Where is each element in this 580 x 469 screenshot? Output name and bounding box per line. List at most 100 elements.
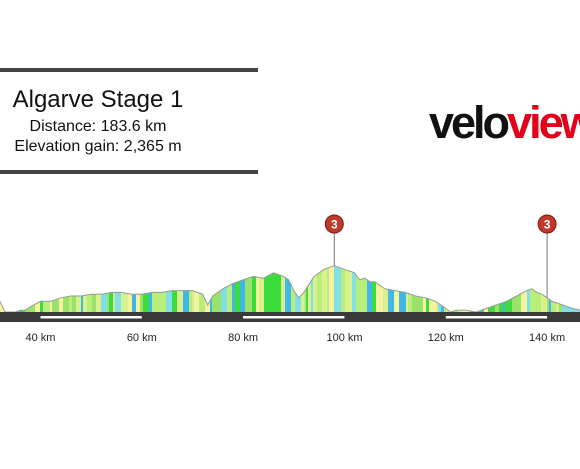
gradient-stripe [541, 265, 547, 312]
gradient-stripe [399, 265, 406, 312]
gradient-stripe [189, 265, 192, 312]
x-tick-label: 120 km [428, 332, 464, 344]
gradient-stripe [264, 265, 270, 312]
gradient-stripe [301, 265, 304, 312]
stage-info-panel: Algarve Stage 1 Distance: 183.6 km Eleva… [0, 68, 258, 174]
gradient-stripe [115, 265, 121, 312]
gradient-stripe [59, 265, 63, 312]
gradient-stripe [482, 265, 484, 312]
gradient-stripe [505, 265, 512, 312]
gradient-stripe [441, 265, 444, 312]
gradient-stripe [81, 265, 83, 312]
gradient-stripe [287, 265, 291, 312]
distance-segment [243, 316, 345, 319]
gradient-stripe [107, 265, 109, 312]
gradient-stripe [270, 265, 272, 312]
gradient-stripe [259, 265, 261, 312]
gradient-stripe [537, 265, 541, 312]
gradient-stripe [40, 265, 43, 312]
gradient-stripe [192, 265, 194, 312]
gradient-stripe [194, 265, 199, 312]
gradient-stripe [352, 265, 356, 312]
gradient-stripe [20, 265, 25, 312]
gradient-stripe [96, 265, 101, 312]
gradient-stripe [172, 265, 177, 312]
gradient-stripe [87, 265, 89, 312]
gradient-stripe [232, 265, 235, 312]
gradient-stripe [376, 265, 383, 312]
gradient-stripe [408, 265, 412, 312]
gradient-stripe [101, 265, 107, 312]
gradient-stripe [356, 265, 362, 312]
gradient-stripe [69, 265, 72, 312]
gradient-stripe [50, 265, 52, 312]
gradient-stripe [201, 265, 205, 312]
gradient-stripe [140, 265, 143, 312]
gradient-stripe [503, 265, 505, 312]
x-tick-label: 40 km [26, 332, 56, 344]
climb-category-label: 3 [331, 218, 338, 232]
gradient-stripe [311, 265, 313, 312]
climb-category-badge [537, 214, 557, 234]
gradient-stripe [10, 265, 12, 312]
stage-elevation-gain: Elevation gain: 2,365 m [14, 138, 182, 155]
gradient-stripe [199, 265, 201, 312]
gradient-stripe [295, 265, 301, 312]
gradient-stripe [551, 265, 556, 312]
veloview-logo: veloview [429, 100, 580, 145]
gradient-stripe [35, 265, 40, 312]
gradient-stripe [367, 265, 372, 312]
gradient-stripe [235, 265, 238, 312]
gradient-stripe [221, 265, 227, 312]
gradient-stripe [383, 265, 388, 312]
gradient-stripe [313, 265, 317, 312]
gradient-stripe [261, 265, 264, 312]
gradient-stripe [89, 265, 92, 312]
gradient-stripe [556, 265, 559, 312]
gradient-stripe [159, 265, 166, 312]
gradient-stripe [212, 265, 219, 312]
gradient-stripe [4, 265, 6, 312]
gradient-stripe [462, 265, 469, 312]
gradient-stripe [438, 265, 441, 312]
gradient-stripe [372, 265, 376, 312]
gradient-stripe [488, 265, 495, 312]
gradient-stripe [426, 265, 429, 312]
gradient-stripe [291, 265, 295, 312]
gradient-stripe [183, 265, 189, 312]
logo-part-velo: velo [429, 97, 510, 148]
gradient-stripe [329, 265, 334, 312]
gradient-stripe [121, 265, 128, 312]
gradient-stripe [17, 265, 20, 312]
gradient-stripe [210, 265, 212, 312]
gradient-stripe [128, 265, 132, 312]
gradient-stripe [109, 265, 113, 312]
gradient-stripes [0, 265, 580, 312]
gradient-stripe [417, 265, 423, 312]
climb-category-label: 3 [544, 218, 551, 232]
gradient-stripe [166, 265, 172, 312]
gradient-stripe [559, 265, 562, 312]
gradient-stripe [512, 265, 517, 312]
gradient-stripe [306, 265, 308, 312]
gradient-stripe [143, 265, 149, 312]
top-rule [0, 68, 258, 72]
gradient-stripe [308, 265, 311, 312]
gradient-stripe [436, 265, 438, 312]
distance-segment [40, 316, 142, 319]
profile-outline [0, 265, 580, 313]
gradient-stripe [394, 265, 399, 312]
x-tick-label: 140 km [529, 332, 565, 344]
gradient-stripe [406, 265, 408, 312]
gradient-stripe [277, 265, 281, 312]
gradient-stripe [113, 265, 115, 312]
gradient-stripe [479, 265, 482, 312]
gradient-stripe [52, 265, 59, 312]
gradient-stripe [469, 265, 471, 312]
gradient-stripe [227, 265, 232, 312]
x-tick-label: 100 km [326, 332, 362, 344]
gradient-stripe [6, 265, 10, 312]
gradient-stripe [43, 265, 50, 312]
gradient-stripe [562, 265, 569, 312]
gradient-stripe [345, 265, 352, 312]
